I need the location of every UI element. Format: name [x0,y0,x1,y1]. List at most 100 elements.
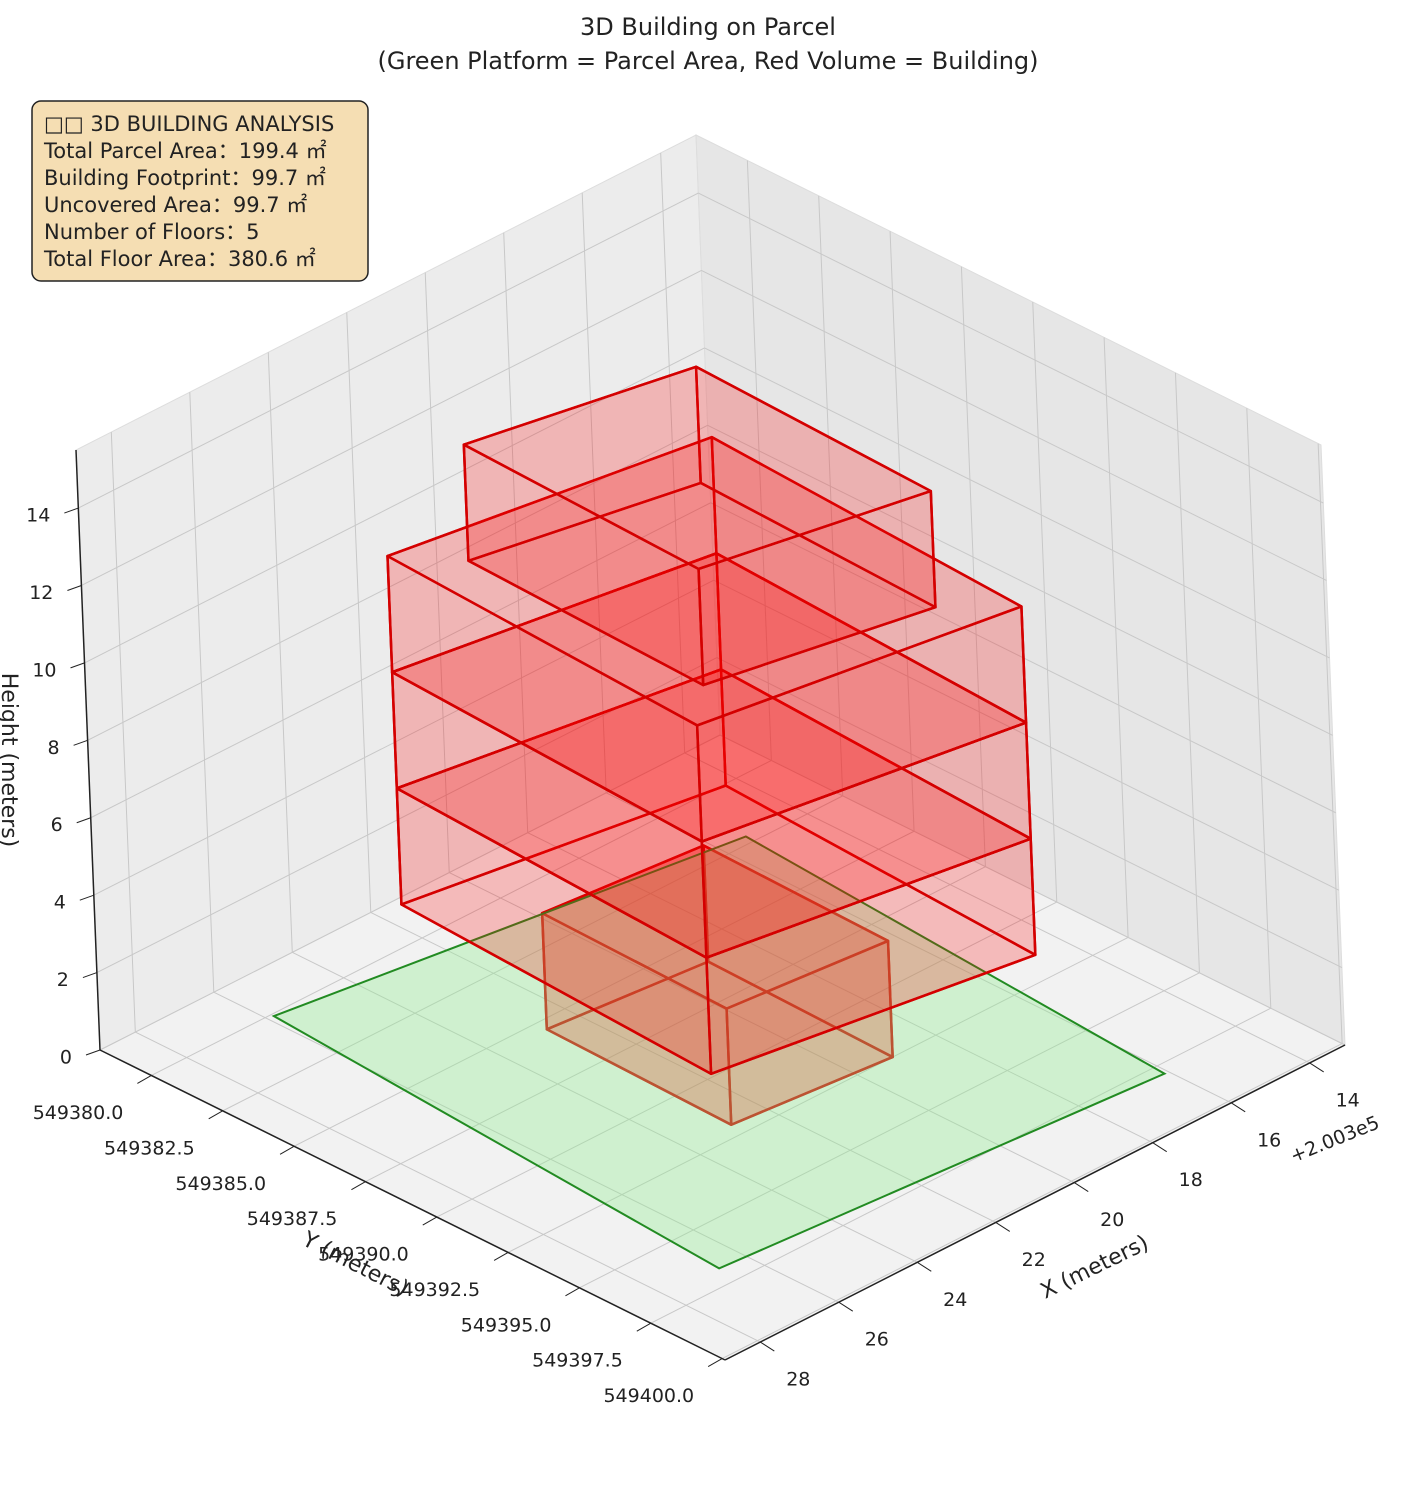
y-tick [351,1181,366,1191]
grid-line [579,972,1200,1289]
z-tick [64,507,79,514]
grid-line [1246,408,1272,1009]
x-tick [1152,1142,1167,1153]
y-tick [565,1287,580,1297]
z-tick [73,739,88,746]
grid-line [370,911,996,1223]
chart-title: 3D Building on Parcel [580,13,836,41]
info-line: □□ 3D BUILDING ANALYSIS [44,112,334,136]
grid-line [746,160,772,761]
info-line: Uncovered Area：99.7 ㎡ [44,193,307,217]
x-tick [995,1222,1011,1232]
grid-line [93,579,715,896]
grid-line [292,951,918,1263]
grid-line [365,866,986,1183]
marks [271,365,1167,1270]
z-tick-label: 6 [51,814,63,836]
grid-line [701,270,1327,581]
y-tick [279,1145,295,1155]
y-tick-label: 549385.0 [175,1173,266,1195]
x-tick [760,1341,775,1352]
grid-line [267,352,293,953]
grid-line [650,1007,1272,1324]
floor-face [540,844,890,1010]
grid-line [503,232,529,833]
parcel [271,835,1167,1270]
grid-line [1317,443,1343,1044]
x-tick [917,1261,932,1272]
grid-line [346,312,372,913]
grid-line [707,424,1333,736]
y-tick-label: 549387.5 [247,1208,338,1230]
axis-line [724,1044,1346,1361]
grid-line [704,347,1330,659]
grid-line [1174,372,1200,973]
grid-line [1032,302,1058,903]
grid-line [684,752,1310,1064]
grid-line [189,392,215,993]
grid-line [293,830,915,1147]
grid-line [99,734,721,1051]
floor-face [462,365,933,571]
info-box [31,100,369,282]
x-axis-label: X (meters) [1037,1231,1153,1305]
grid-line [605,792,1232,1104]
x-tick-label: 28 [786,1369,810,1391]
grid-line [110,432,136,1033]
floor-face [386,435,1023,727]
z-tick-label: 14 [26,505,50,527]
grid-line [889,231,915,832]
x-tick [1309,1062,1324,1073]
x-tick-label: 14 [1336,1089,1360,1111]
x-tick [838,1301,854,1312]
axis-line [75,449,101,1051]
info-line: Number of Floors：5 [44,220,260,244]
grid-line [721,1043,1343,1360]
y-tick [208,1110,223,1120]
grid-line [449,872,1075,1184]
y-tick-label: 549390.0 [318,1244,409,1266]
grid-line [660,152,686,753]
grid-line [90,502,711,819]
y-tick-label: 549397.5 [532,1350,623,1372]
z-tick [67,585,82,591]
grid-line [222,795,843,1112]
z-tick [85,1049,101,1056]
x-offset-label: +2.003e5 [1287,1112,1382,1168]
x-tick [1230,1102,1246,1113]
x-tick [1073,1182,1089,1192]
y-tick-label: 549395.0 [461,1314,552,1336]
grid-line [507,936,1129,1253]
y-tick [707,1358,723,1368]
z-tick-label: 10 [32,659,56,681]
z-tick-label: 2 [57,969,69,991]
grid-line [213,991,840,1303]
grid-line [698,192,1324,504]
z-tick-label: 8 [48,737,60,759]
x-tick-label: 18 [1179,1169,1203,1191]
grid-line [581,192,607,793]
x-tick-label: 22 [1022,1249,1046,1271]
grid-line [151,760,772,1076]
y-tick-label: 549382.5 [104,1137,195,1159]
grid-line [527,832,1153,1144]
grid-line [81,270,702,586]
x-tick-label: 24 [943,1289,967,1311]
grid-line [84,347,705,664]
z-axis-label: Height (meters) [0,673,21,848]
x-tick-label: 20 [1100,1209,1124,1231]
z-tick-label: 12 [29,582,53,604]
y-tick-label: 549392.5 [389,1279,480,1301]
axis-line [99,1049,726,1361]
z-tick-label: 0 [60,1047,72,1069]
grid-line [1103,337,1129,938]
y-tick [137,1075,152,1084]
y-tick [636,1322,652,1332]
z-tick [76,817,91,824]
grid-line [818,195,844,796]
z-tick [82,972,98,979]
chart-subtitle: (Green Platform = Parcel Area, Red Volum… [377,47,1038,75]
grid-line [78,192,699,509]
y-tick-label: 549400.0 [603,1385,694,1407]
z-tick [70,662,85,669]
